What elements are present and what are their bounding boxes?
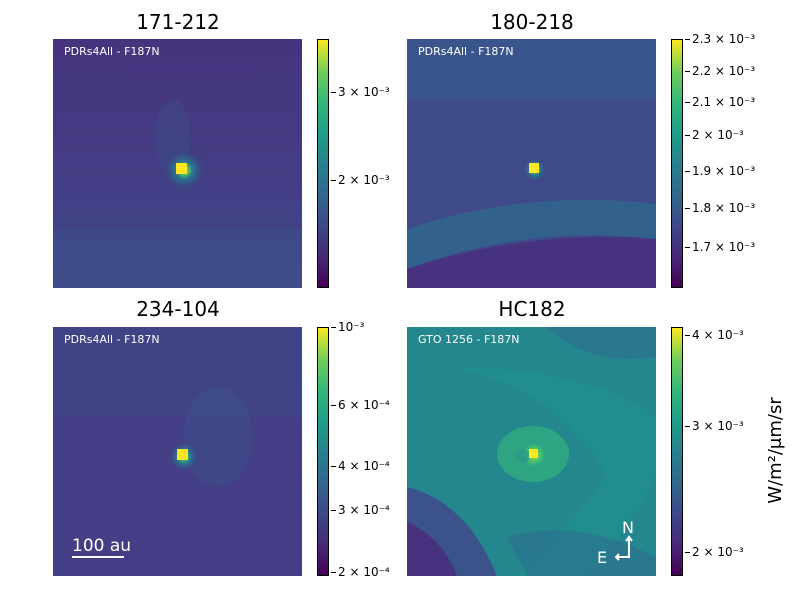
emission-map-180-218 xyxy=(407,39,656,288)
scalebar-line xyxy=(72,556,124,558)
compass-north-label: N xyxy=(622,518,634,537)
compass-east-label: E xyxy=(597,548,608,567)
colorbar-tick: 2 × 10⁻³ xyxy=(685,545,744,559)
panel-title-180-218: 180-218 xyxy=(490,10,574,34)
colorbar-hc182 xyxy=(671,327,683,576)
scalebar-label: 100 au xyxy=(72,536,132,556)
colorbar-axis-label: W/m²/μm/sr xyxy=(764,397,786,504)
colorbar-tick: 1.8 × 10⁻³ xyxy=(684,201,756,215)
colorbar-tick: 3 × 10⁻³ xyxy=(331,85,390,99)
colorbar-tick: 4 × 10⁻³ xyxy=(685,328,744,342)
emission-map-hc182 xyxy=(407,327,656,576)
colorbar-tick: 4 × 10⁻⁴ xyxy=(331,459,390,473)
colorbar-tick: 2.3 × 10⁻³ xyxy=(684,32,756,46)
image-234-104: PDRs4All - F187N 100 au xyxy=(53,327,302,576)
colorbar-tick: 1.9 × 10⁻³ xyxy=(684,164,756,178)
point-source xyxy=(529,163,539,173)
colorbar-171-212 xyxy=(317,39,329,288)
panel-title-171-212: 171-212 xyxy=(136,10,220,34)
colorbar-tick: 3 × 10⁻⁴ xyxy=(331,503,390,517)
panel-title-hc182: HC182 xyxy=(498,297,566,321)
image-171-212: PDRs4All - F187N xyxy=(53,39,302,288)
point-source xyxy=(176,163,187,174)
colorbar-tick: 2.1 × 10⁻³ xyxy=(684,95,756,109)
instrument-label: GTO 1256 - F187N xyxy=(418,333,520,346)
colorbar-tick: 3 × 10⁻³ xyxy=(685,419,744,433)
colorbar-180-218 xyxy=(671,39,683,288)
image-hc182: GTO 1256 - F187N N E xyxy=(407,327,656,576)
colorbar-tick: 6 × 10⁻⁴ xyxy=(331,398,390,412)
instrument-label: PDRs4All - F187N xyxy=(64,45,160,58)
colorbar-tick: 2 × 10⁻⁴ xyxy=(331,565,390,579)
point-source xyxy=(529,449,538,458)
colorbar-tick: 1.7 × 10⁻³ xyxy=(684,240,756,254)
colorbar-tick: 2.2 × 10⁻³ xyxy=(684,64,756,78)
panel-title-234-104: 234-104 xyxy=(136,297,220,321)
point-source xyxy=(177,449,188,460)
instrument-label: PDRs4All - F187N xyxy=(418,45,514,58)
colorbar-tick: 10⁻³ xyxy=(330,320,365,334)
colorbar-tick: 2 × 10⁻³ xyxy=(685,128,744,142)
compass-arrows-icon xyxy=(614,535,633,561)
image-180-218: PDRs4All - F187N xyxy=(407,39,656,288)
emission-map-234-104 xyxy=(53,327,302,576)
instrument-label: PDRs4All - F187N xyxy=(64,333,160,346)
colorbar-234-104 xyxy=(317,327,329,576)
emission-map-171-212 xyxy=(53,39,302,288)
colorbar-tick: 2 × 10⁻³ xyxy=(331,173,390,187)
